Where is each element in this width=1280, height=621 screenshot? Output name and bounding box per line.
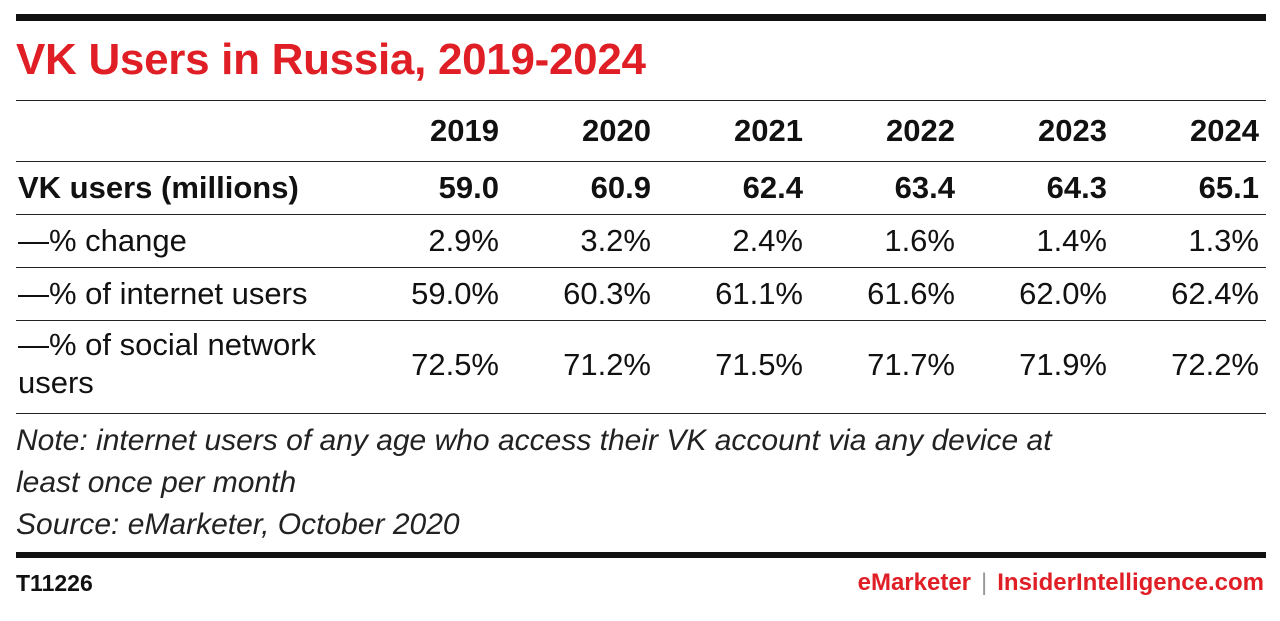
table-cell: 72.2% xyxy=(1171,347,1259,382)
column-header: 2019 xyxy=(430,113,499,148)
top-rule xyxy=(16,14,1266,21)
chart-id: T11226 xyxy=(16,570,93,596)
source-text: Source: eMarketer, October 2020 xyxy=(16,508,460,541)
insider-intelligence-link[interactable]: InsiderIntelligence.com xyxy=(997,569,1264,596)
row-label: VK users (millions) xyxy=(18,170,299,205)
note-text: Note: internet users of any age who acce… xyxy=(16,424,1052,457)
table-cell: 61.1% xyxy=(715,276,803,311)
table-cell: 59.0 xyxy=(438,170,499,205)
table-row: VK users (millions) 59.0 60.9 62.4 63.4 … xyxy=(16,161,1266,214)
table-cell: 62.4% xyxy=(1171,276,1259,311)
column-header: 2021 xyxy=(734,113,803,148)
table-cell: 71.2% xyxy=(563,347,651,382)
bottom-rule xyxy=(16,552,1266,558)
table-cell: 1.3% xyxy=(1188,223,1259,258)
table-cell: 62.0% xyxy=(1019,276,1107,311)
row-label: —% of internet users xyxy=(18,276,308,311)
table-cell: 72.5% xyxy=(411,347,499,382)
data-table: 2019 2020 2021 2022 2023 2024 VK users (… xyxy=(16,100,1266,414)
table-cell: 65.1 xyxy=(1198,170,1259,205)
note-text-continued: least once per month xyxy=(16,466,297,499)
table-header-row: 2019 2020 2021 2022 2023 2024 xyxy=(16,100,1266,161)
table-cell: 71.5% xyxy=(715,347,803,382)
table-cell: 64.3 xyxy=(1046,170,1107,205)
footer-brand: eMarketer | InsiderIntelligence.com xyxy=(858,568,1264,598)
table-cell: 1.4% xyxy=(1036,223,1107,258)
footer-separator: | xyxy=(981,569,988,596)
table-cell: 1.6% xyxy=(884,223,955,258)
chart-frame: VK Users in Russia, 2019-2024 2019 2020 … xyxy=(16,0,1266,621)
table-row: —% change 2.9% 3.2% 2.4% 1.6% 1.4% 1.3% xyxy=(16,214,1266,267)
table-cell: 59.0% xyxy=(411,276,499,311)
table-cell: 71.9% xyxy=(1019,347,1107,382)
table-cell: 3.2% xyxy=(580,223,651,258)
note-block: Note: internet users of any age who acce… xyxy=(16,420,1266,546)
table-cell: 71.7% xyxy=(867,347,955,382)
table-cell: 61.6% xyxy=(867,276,955,311)
table-row: —% of internet users 59.0% 60.3% 61.1% 6… xyxy=(16,267,1266,320)
table-cell: 63.4 xyxy=(894,170,955,205)
table-row: —% of social network users 72.5% 71.2% 7… xyxy=(16,320,1266,414)
row-label: —% of social network users xyxy=(18,327,317,400)
column-header: 2023 xyxy=(1038,113,1107,148)
table-cell: 2.4% xyxy=(732,223,803,258)
table-cell: 60.3% xyxy=(563,276,651,311)
table-cell: 62.4 xyxy=(742,170,803,205)
table-cell: 2.9% xyxy=(428,223,499,258)
row-label: —% change xyxy=(18,223,187,258)
column-header: 2022 xyxy=(886,113,955,148)
column-header: 2020 xyxy=(582,113,651,148)
emarketer-logo-text[interactable]: eMarketer xyxy=(857,569,972,596)
table-cell: 60.9 xyxy=(590,170,651,205)
chart-title: VK Users in Russia, 2019-2024 xyxy=(16,35,646,84)
column-header: 2024 xyxy=(1190,113,1259,148)
